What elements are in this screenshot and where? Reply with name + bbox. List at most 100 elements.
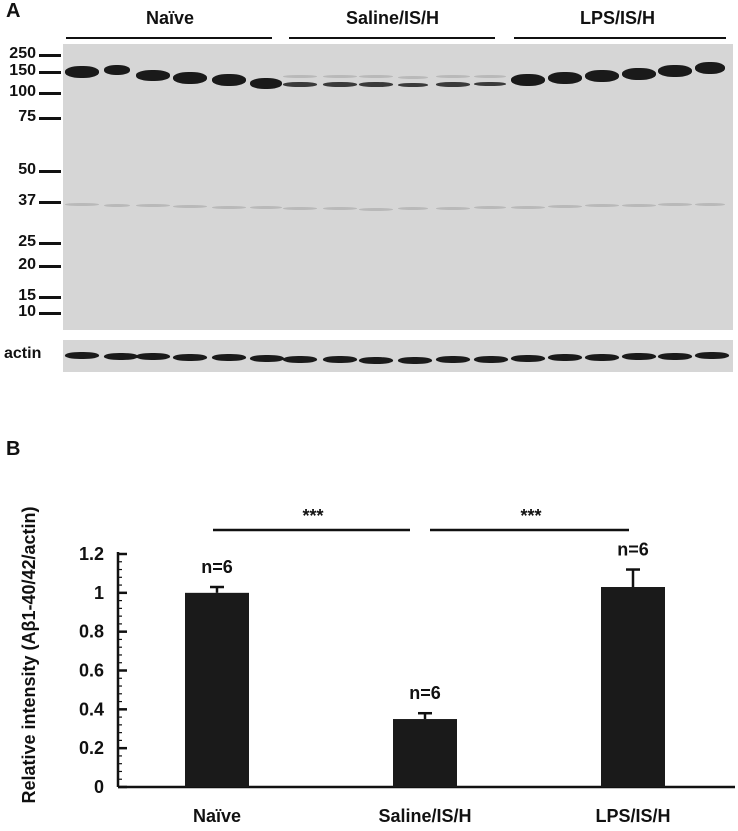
blot-band-37 [585,204,619,208]
y-axis-label: Relative intensity (Aβ1-40/42/actin) [19,506,39,803]
blot-band [250,78,282,89]
mw-tick-75 [39,117,61,120]
group-label-naive: Naïve [145,8,195,28]
blot-band-37 [104,203,130,207]
blot-band-37 [323,207,357,211]
blot-band-faint [398,76,428,79]
mw-label-100: 100 [9,83,36,100]
actin-band [622,353,656,361]
western-blot-main [63,44,733,330]
n-annotation: n=6 [409,683,441,703]
blot-band [359,82,393,87]
y-tick-label: 0.2 [79,738,104,758]
actin-band [104,352,138,360]
actin-band [436,356,470,364]
mw-tick-20 [39,265,61,268]
actin-band [136,353,170,361]
blot-band-faint [436,75,470,78]
blot-band [622,68,656,80]
blot-band-faint [359,75,393,78]
blot-band-37 [548,205,582,208]
blot-band [398,83,428,87]
y-tick-label: 0.6 [79,661,104,681]
blot-band [585,70,619,82]
blot-band-37 [359,208,393,211]
blot-band-37 [65,203,99,207]
blot-band-37 [173,205,207,208]
blot-band-faint [323,75,357,78]
mw-tick-10 [39,312,61,315]
blot-band-37 [622,203,656,207]
mw-label-25: 25 [18,233,36,250]
mw-label-50: 50 [18,161,36,178]
blot-band-37 [283,206,317,210]
blot-band [323,82,357,87]
actin-band [283,355,317,363]
group-label-saline: Saline/IS/H [345,8,440,28]
panel-a-letter: A [6,0,21,22]
blot-band-37 [136,204,170,208]
mw-tick-37 [39,201,61,204]
actin-band [511,355,545,362]
y-tick-label: 0 [94,777,104,797]
blot-band [474,82,506,86]
actin-band [398,356,432,364]
blot-band [436,82,470,87]
blot-band [658,65,692,77]
mw-label-250: 250 [9,45,36,62]
y-tick-label: 1.2 [79,544,104,564]
mw-label-150: 150 [9,62,36,79]
actin-band [359,356,393,364]
x-tick-label: Saline/IS/H [378,806,471,826]
blot-band [695,62,725,74]
mw-label-10: 10 [18,303,36,320]
significance-stars: *** [520,506,541,526]
n-annotation: n=6 [617,540,649,560]
y-tick-label: 0.4 [79,699,104,719]
actin-band [474,355,508,363]
mw-tick-100 [39,92,61,95]
mw-tick-150 [39,71,61,74]
mw-tick-15 [39,296,61,299]
blot-band-37 [250,206,282,210]
actin-band [323,356,357,364]
blot-band-37 [474,206,506,210]
blot-band [173,72,207,84]
mw-label-15: 15 [18,287,36,304]
group-line-saline [289,37,495,39]
mw-tick-25 [39,242,61,245]
mw-label-75: 75 [18,108,36,125]
blot-band [136,70,170,81]
panel-b-letter: B [6,438,21,460]
actin-band [695,352,729,359]
n-annotation: n=6 [201,557,233,577]
actin-band [65,352,99,359]
actin-band [585,353,619,361]
blot-band [104,65,130,75]
actin-label: actin [4,345,42,362]
blot-band-faint [474,75,506,78]
mw-label-37: 37 [18,192,36,209]
y-tick-label: 0.8 [79,622,104,642]
mw-label-20: 20 [18,256,36,273]
blot-band-faint [283,75,317,78]
blot-band [548,72,582,84]
actin-band [173,353,207,361]
group-line-lps [514,37,726,39]
blot-band [511,74,545,86]
significance-stars: *** [302,506,323,526]
x-tick-label: LPS/IS/H [595,806,670,826]
bar [601,587,665,787]
mw-tick-250 [39,54,61,57]
blot-band-37 [436,206,470,210]
blot-band-37 [511,205,545,209]
bar [393,719,457,787]
bar [185,592,249,787]
actin-band [548,354,582,362]
blot-band [283,82,317,87]
mw-tick-50 [39,170,61,173]
group-line-naive [66,37,272,39]
group-label-lps: LPS/IS/H [579,8,655,28]
blot-band [65,66,99,78]
